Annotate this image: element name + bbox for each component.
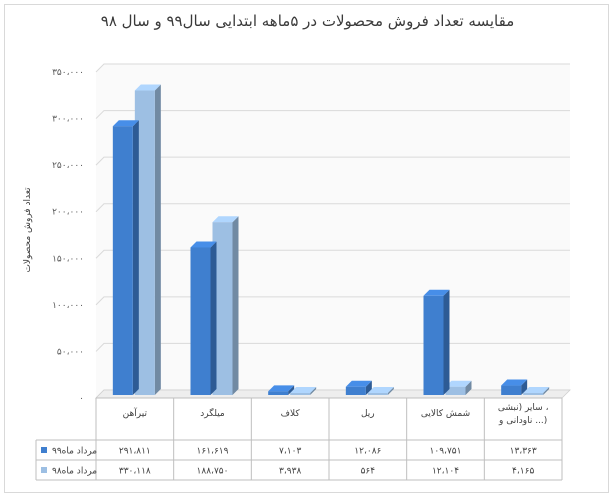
bar: [212, 216, 239, 395]
bar-side: [154, 84, 161, 395]
bar-front: [445, 386, 466, 395]
bar-side: [288, 385, 295, 395]
gridline: [95, 342, 570, 352]
bar-top: [268, 385, 295, 392]
data-label: ۱۶۱،۶۱۹: [197, 447, 229, 457]
gridline: [95, 296, 570, 306]
data-table: تیرآهن میلگرد کلاف ریل شمش کالایی سایر (نبشی …: [35, 397, 563, 481]
bar: [501, 379, 528, 395]
bar-side: [443, 289, 450, 395]
data-label: ۳،۹۳۸: [279, 467, 301, 477]
bar-side: [543, 387, 550, 395]
gridline: [95, 203, 570, 213]
bar-front: [501, 385, 522, 395]
bar-top: [423, 289, 450, 296]
bar-front: [523, 393, 544, 395]
bar-top: [112, 120, 139, 127]
bar-front: [345, 386, 366, 395]
y-tick-label: ۱۵۰،۰۰۰: [52, 254, 84, 264]
back-wall: [96, 64, 570, 398]
gridline: [95, 63, 570, 73]
y-tick-label: ۰: [79, 394, 84, 404]
y-tick-labels: ۳۵۰،۰۰۰ ۳۰۰،۰۰۰ ۲۵۰،۰۰۰ ۲۰۰،۰۰۰ ۱۵۰،۰۰۰ ۱۰۰،۰…: [52, 68, 84, 404]
y-axis-title: تعداد فروش محصولات: [23, 187, 33, 273]
y-tick-label: ۳۵۰،۰۰۰: [52, 68, 84, 78]
category-label: شمش کالایی: [421, 409, 470, 419]
data-label: ۷،۱۰۳: [279, 447, 301, 457]
bar-front: [290, 393, 311, 395]
gridline: [95, 110, 570, 119]
bar-side: [387, 387, 394, 395]
category-label: میلگرد: [200, 407, 225, 419]
category-label: سایر (نبشی ،: [498, 403, 549, 413]
y-tick-label: ۵۰،۰۰۰: [57, 347, 84, 357]
bar-top: [290, 387, 317, 393]
bar: [268, 385, 295, 395]
data-label: ۲۹۱،۸۱۱: [119, 447, 151, 457]
bar-top: [367, 387, 394, 393]
data-label: ۱۰۹،۷۵۱: [430, 447, 462, 457]
y-tick-label: ۲۰۰،۰۰۰: [52, 208, 84, 218]
bar-front: [112, 126, 133, 395]
chart-title: مقایسه تعداد فروش محصولات در ۵ماهه ابتدا…: [100, 12, 515, 30]
bar-top: [445, 380, 472, 387]
data-label: ۵۶۴: [361, 467, 376, 477]
bar-top: [501, 379, 528, 386]
category-label: کلاف: [281, 409, 301, 419]
bar: [423, 289, 450, 395]
bar-front: [190, 247, 211, 395]
grid-layer: [95, 63, 571, 399]
bar-side: [365, 380, 372, 395]
bar: [445, 380, 472, 395]
bar-top: [523, 387, 550, 393]
bar-top: [212, 216, 239, 223]
data-label: ۱۸۸،۷۵۰: [197, 467, 229, 477]
category-label: ریل: [361, 409, 375, 419]
bar-side: [310, 387, 317, 395]
legend-key: [41, 447, 47, 453]
bar-side: [132, 120, 139, 395]
bar-front: [134, 90, 155, 395]
data-label: ۱۳،۳۶۳: [510, 447, 537, 457]
floor: [95, 389, 571, 399]
bar-side: [232, 216, 239, 395]
bar-front: [268, 391, 289, 395]
bar: [112, 120, 139, 395]
data-label: ۱۲،۰۸۶: [354, 447, 381, 457]
category-label: ناودانی و ...): [498, 416, 547, 426]
bar-side: [521, 379, 528, 395]
gridline: [95, 156, 570, 166]
y-tick-label: ۱۰۰،۰۰۰: [52, 301, 84, 311]
y-tick-label: ۳۰۰،۰۰۰: [52, 115, 84, 125]
y-tick-label: ۲۵۰،۰۰۰: [52, 161, 84, 171]
legend-label: مرداد ماه۹۹: [52, 447, 97, 457]
bar-front: [423, 295, 444, 395]
bar-top: [345, 380, 372, 387]
data-label: ۱۲،۱۰۴: [432, 467, 459, 477]
bar-side: [465, 380, 472, 395]
bar-front: [367, 393, 388, 395]
data-label: ۴،۱۶۵: [512, 467, 534, 477]
bar: [367, 387, 394, 395]
category-label: تیرآهن: [123, 407, 148, 419]
gridline: [95, 249, 570, 259]
bar: [345, 380, 372, 395]
legend-key: [41, 467, 47, 473]
bars: [112, 84, 550, 395]
bar: [190, 241, 217, 395]
bar-top: [190, 241, 217, 248]
bar-top: [134, 84, 161, 91]
legend-label: مرداد ماه۹۸: [52, 467, 97, 477]
data-label: ۳۳۰،۱۱۸: [119, 467, 151, 477]
bar-front: [212, 222, 233, 395]
bar: [134, 84, 161, 395]
bar-side: [210, 241, 217, 395]
bar: [523, 387, 550, 395]
bar: [290, 387, 317, 395]
